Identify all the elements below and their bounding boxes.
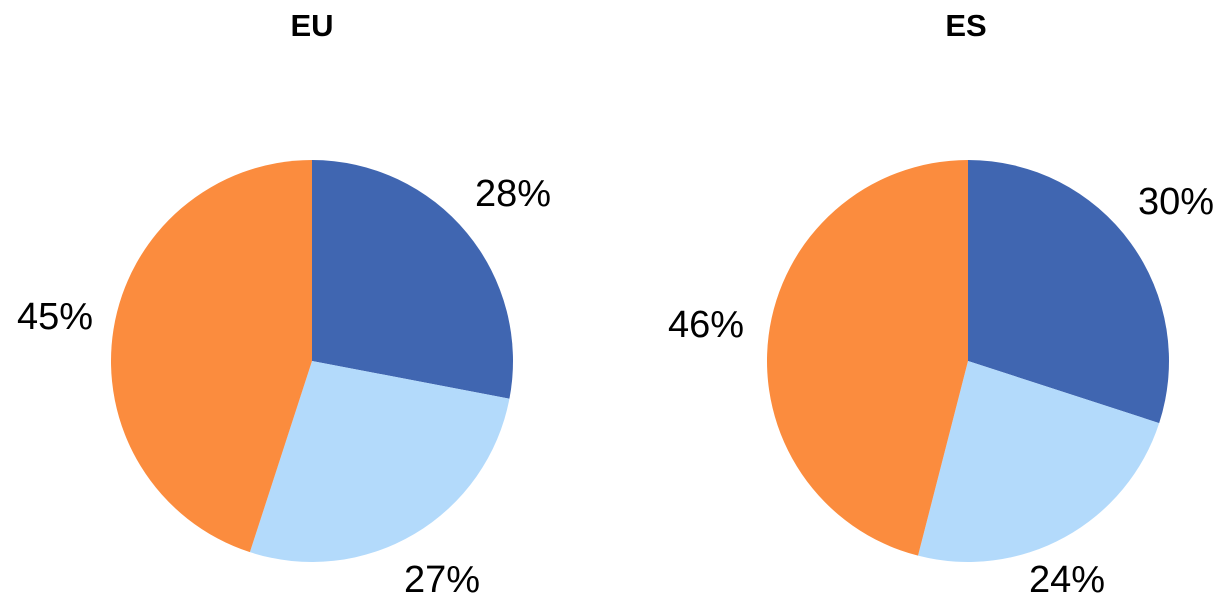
slice-label-es-0: 30%: [1138, 181, 1214, 223]
slice-label-eu-2: 45%: [17, 296, 93, 338]
pie-chart-eu: EU 28% 27% 45%: [17, 8, 551, 601]
pie-slice-eu-0: [312, 160, 513, 399]
slice-label-es-1: 24%: [1029, 559, 1105, 601]
chart-title-eu: EU: [290, 8, 333, 43]
pie-slice-es-1: [918, 361, 1160, 562]
slice-label-eu-1: 27%: [404, 559, 480, 601]
pie-slice-eu-2: [111, 160, 313, 553]
pie-slice-es-0: [968, 160, 1169, 424]
pie-slice-eu-1: [249, 361, 510, 562]
slice-label-es-2: 46%: [668, 304, 744, 346]
pie-slice-es-2: [766, 160, 968, 556]
slice-label-eu-0: 28%: [475, 173, 551, 215]
chart-title-es: ES: [945, 8, 986, 43]
pie-chart-es: ES 30% 24% 46%: [668, 8, 1214, 601]
